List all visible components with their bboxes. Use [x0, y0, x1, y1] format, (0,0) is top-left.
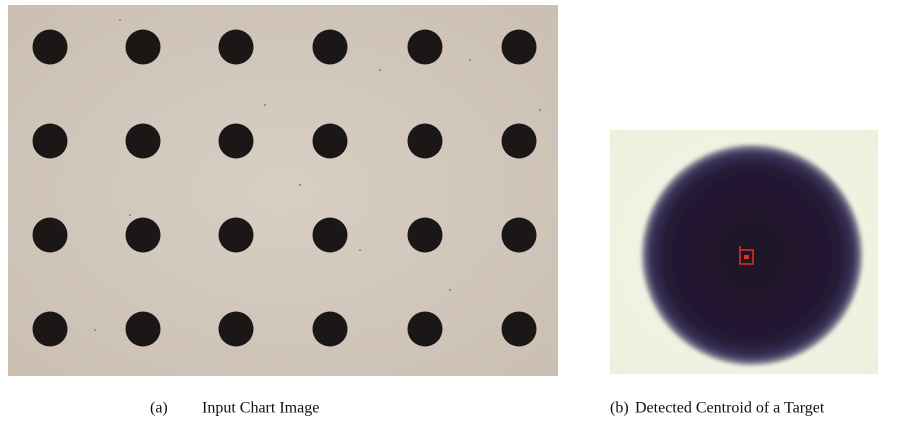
- paper-speck: [299, 184, 301, 186]
- chart-dot: [502, 312, 537, 347]
- paper-speck: [359, 249, 361, 251]
- chart-dot: [219, 312, 254, 347]
- chart-dot: [126, 30, 161, 65]
- chart-dot: [502, 218, 537, 253]
- paper-speck: [539, 109, 541, 111]
- chart-dot: [313, 124, 348, 159]
- paper-speck: [119, 19, 121, 21]
- chart-dot: [408, 218, 443, 253]
- panel-caption: Input Chart Image: [202, 400, 319, 417]
- paper-speck: [94, 329, 96, 331]
- chart-dot: [126, 218, 161, 253]
- chart-dot: [502, 30, 537, 65]
- chart-dot: [33, 218, 68, 253]
- chart-dot: [502, 124, 537, 159]
- figure: (a) Input Chart Image (b) Detected Centr…: [0, 0, 898, 423]
- page: (a) Input Chart Image (b) Detected Centr…: [0, 0, 898, 423]
- target-dot: [642, 145, 862, 365]
- chart-dot: [33, 30, 68, 65]
- chart-dot: [408, 312, 443, 347]
- centroid-mark: [744, 255, 749, 259]
- chart-dot: [33, 124, 68, 159]
- chart-dot: [33, 312, 68, 347]
- panel-label: (a): [150, 400, 168, 417]
- chart-dot: [126, 124, 161, 159]
- panel-caption: Detected Centroid of a Target: [635, 400, 825, 417]
- chart-dot: [219, 218, 254, 253]
- paper-speck: [379, 69, 381, 71]
- paper-speck: [129, 214, 131, 216]
- chart-dot: [219, 124, 254, 159]
- chart-image: [8, 5, 558, 376]
- paper-speck: [469, 59, 471, 61]
- paper-speck: [449, 289, 451, 291]
- paper-speck: [264, 104, 266, 106]
- chart-dot: [408, 30, 443, 65]
- paper-background: [8, 5, 558, 376]
- chart-dot: [313, 312, 348, 347]
- chart-dot: [313, 218, 348, 253]
- target-image: [610, 130, 878, 374]
- chart-dot: [126, 312, 161, 347]
- chart-dot: [313, 30, 348, 65]
- chart-dot: [219, 30, 254, 65]
- chart-dot: [408, 124, 443, 159]
- panel-label: (b): [610, 400, 629, 417]
